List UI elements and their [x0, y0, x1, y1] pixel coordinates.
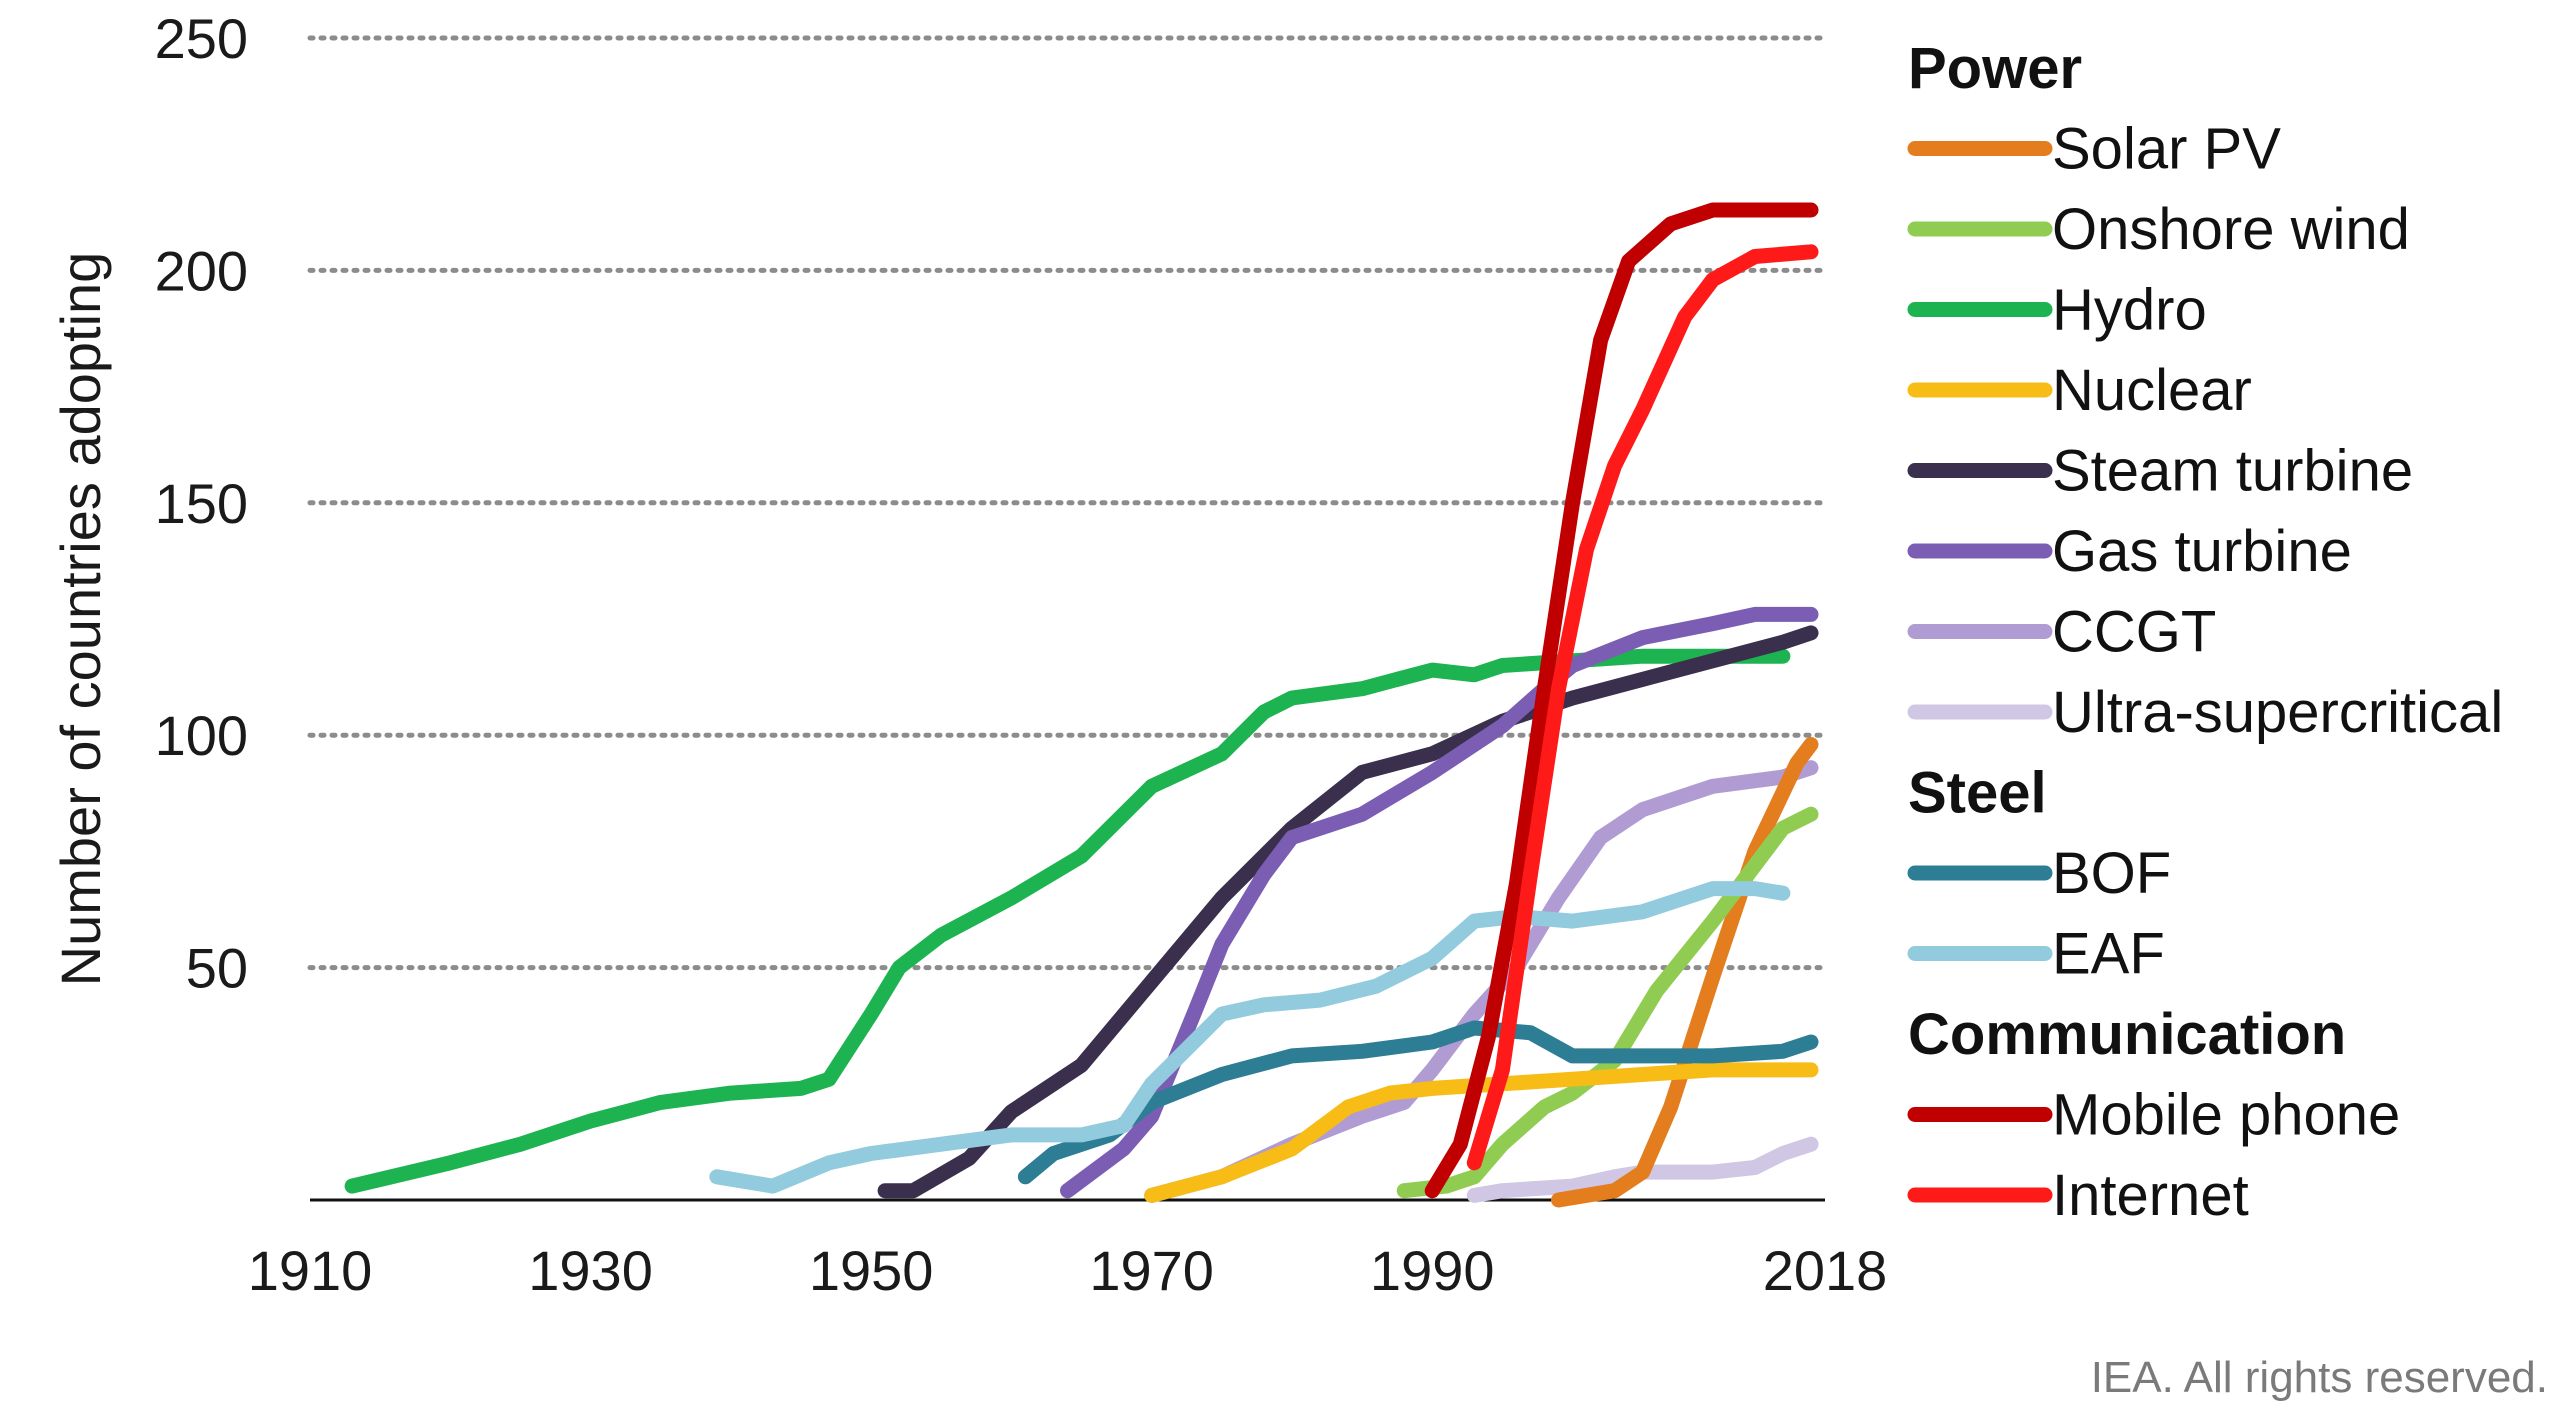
y-tick-label: 100 — [155, 704, 248, 767]
legend-label: Solar PV — [2052, 117, 2281, 182]
x-tick-label: 1910 — [248, 1239, 373, 1302]
gridlines — [307, 35, 1828, 971]
y-tick-labels: 50 100 150 200 250 — [155, 7, 248, 1000]
x-tick-label: 1950 — [809, 1239, 934, 1302]
series-line-mobile-phone — [1424, 202, 1819, 1199]
legend-group-title: Power — [1908, 36, 2082, 101]
legend-label: Steam turbine — [2052, 439, 2413, 504]
series-line-eaf — [709, 881, 1791, 1194]
legend-group-title: Communication — [1908, 1002, 2346, 1067]
legend-label: Ultra-supercritical — [2052, 680, 2503, 745]
legend-label: CCGT — [2052, 600, 2216, 665]
legend-label: BOF — [2052, 841, 2171, 906]
legend-label: Hydro — [2052, 278, 2207, 343]
x-tick-label: 1930 — [528, 1239, 653, 1302]
series-line-internet — [1466, 244, 1819, 1171]
y-tick-label: 150 — [155, 472, 248, 535]
x-tick-labels: 1910 1930 1950 1970 1990 2018 — [248, 1239, 1888, 1302]
legend-label: EAF — [2052, 922, 2165, 987]
legend: Power Solar PV Onshore wind Hydro Nuclear Ste… — [1907, 36, 2503, 1228]
y-tick-label: 250 — [155, 7, 248, 70]
y-tick-label: 200 — [155, 239, 248, 302]
legend-label: Internet — [2052, 1163, 2249, 1228]
legend-label: Gas turbine — [2052, 519, 2352, 584]
series-line-nuclear — [1144, 1062, 1819, 1203]
x-tick-label: 1970 — [1089, 1239, 1214, 1302]
series-lines — [344, 202, 1819, 1208]
legend-label: Onshore wind — [2052, 197, 2410, 262]
y-axis-label: Number of countries adopting — [49, 252, 112, 987]
legend-label: Mobile phone — [2052, 1083, 2400, 1148]
series-line-solar-pv — [1551, 737, 1819, 1208]
x-tick-label: 1990 — [1370, 1239, 1495, 1302]
copyright-footer: IEA. All rights reserved. — [2091, 1353, 2548, 1402]
legend-label: Nuclear — [2052, 358, 2252, 423]
legend-group-title: Steel — [1908, 761, 2047, 826]
y-tick-label: 50 — [186, 937, 248, 1000]
series-line-hydro — [344, 648, 1791, 1194]
series-line-gas-turbine — [1060, 606, 1819, 1199]
x-tick-label: 2018 — [1763, 1239, 1888, 1302]
